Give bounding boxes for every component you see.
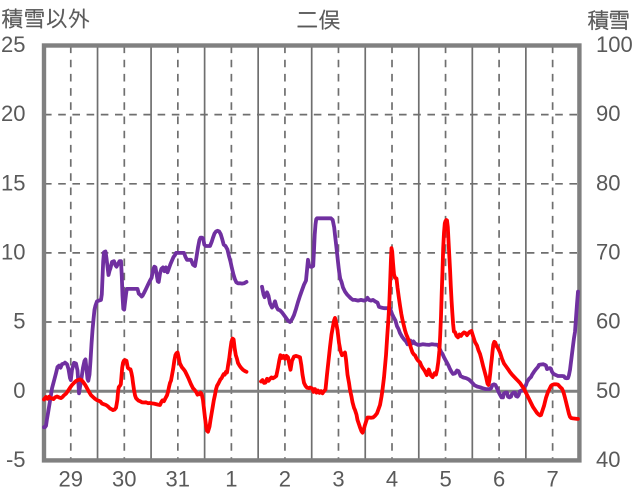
svg-text:50: 50 [596, 378, 620, 403]
svg-text:-5: -5 [6, 447, 26, 472]
svg-text:31: 31 [166, 466, 190, 491]
svg-text:1: 1 [225, 466, 237, 491]
svg-text:15: 15 [1, 170, 25, 195]
svg-text:3: 3 [332, 466, 344, 491]
svg-text:25: 25 [1, 32, 25, 57]
svg-text:2: 2 [279, 466, 291, 491]
svg-text:60: 60 [596, 309, 620, 334]
svg-text:20: 20 [1, 101, 25, 126]
svg-text:10: 10 [1, 240, 25, 265]
svg-text:4: 4 [386, 466, 398, 491]
svg-text:6: 6 [493, 466, 505, 491]
svg-text:7: 7 [546, 466, 558, 491]
svg-text:100: 100 [596, 32, 633, 57]
svg-text:0: 0 [13, 378, 25, 403]
svg-text:90: 90 [596, 101, 620, 126]
svg-text:80: 80 [596, 170, 620, 195]
svg-text:70: 70 [596, 240, 620, 265]
svg-text:30: 30 [112, 466, 136, 491]
svg-text:5: 5 [439, 466, 451, 491]
svg-text:5: 5 [13, 309, 25, 334]
svg-text:40: 40 [596, 447, 620, 472]
svg-text:29: 29 [59, 466, 83, 491]
